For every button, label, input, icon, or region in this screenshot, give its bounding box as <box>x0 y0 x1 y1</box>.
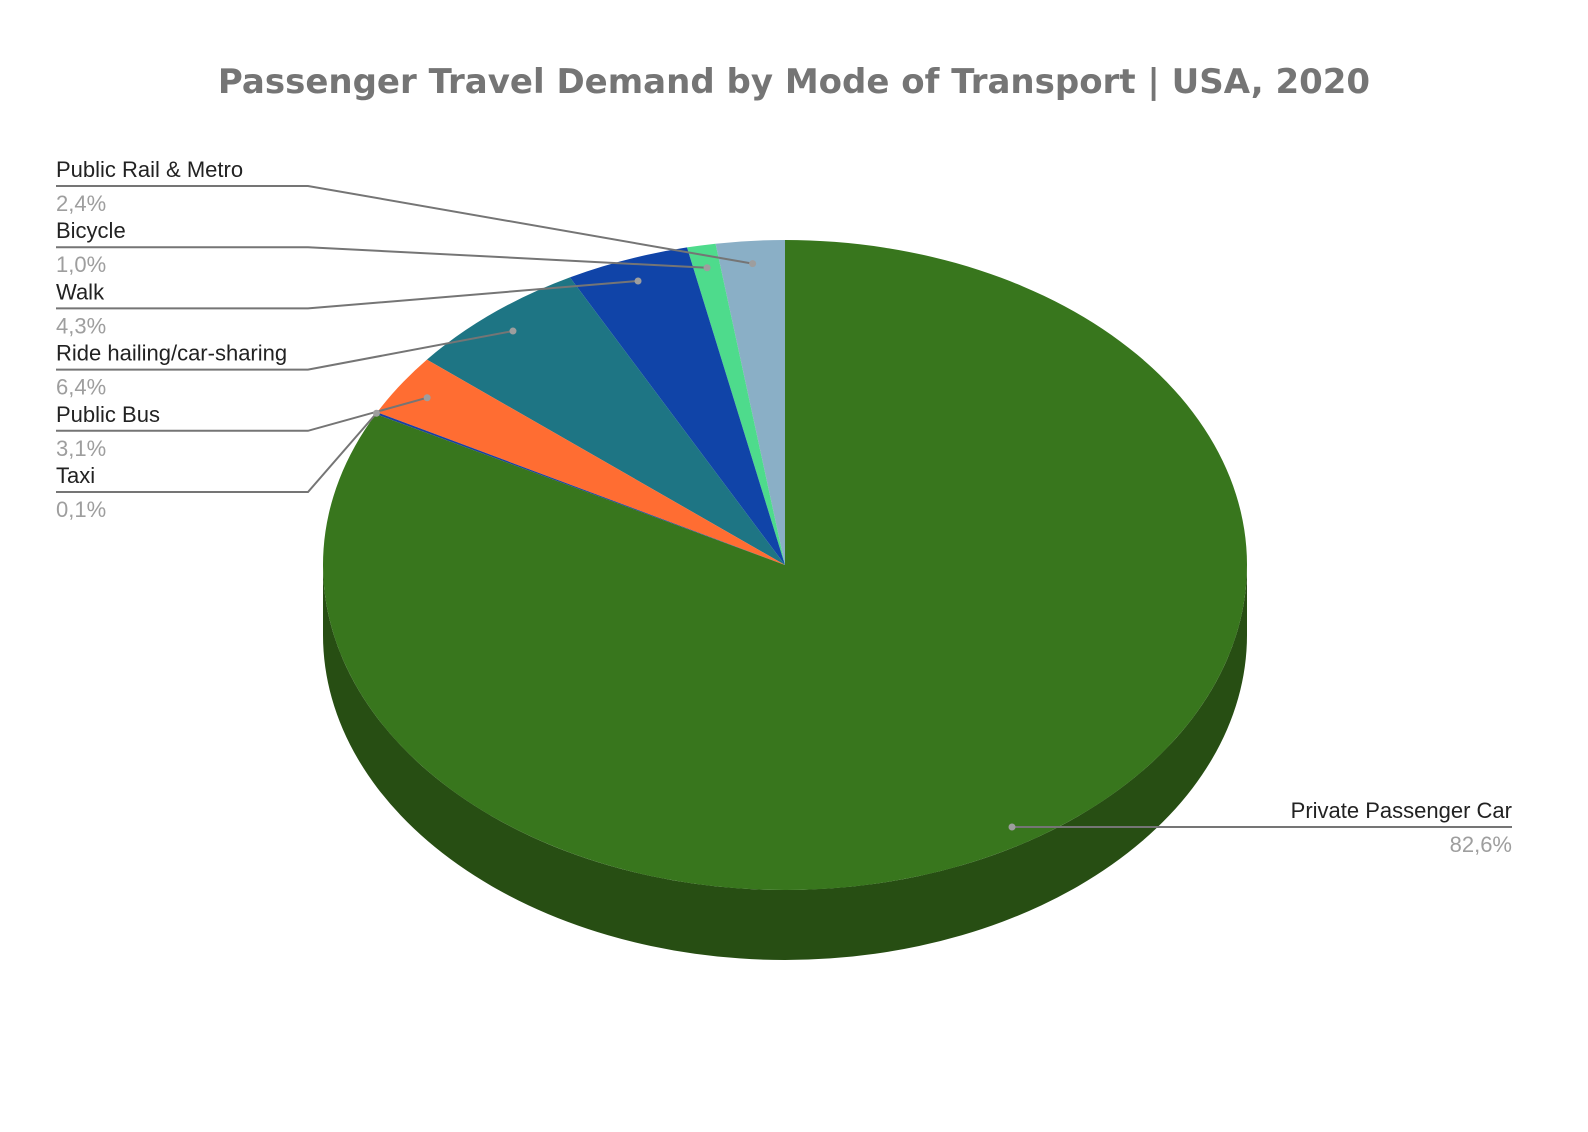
leader-line-walk <box>56 279 639 310</box>
slice-label-walk: Walk <box>56 279 105 304</box>
leader-line-taxi <box>56 412 378 493</box>
leader-line-bicycle <box>56 246 708 269</box>
pie-side-wall <box>323 565 1247 960</box>
pie-depth <box>323 565 1247 960</box>
slice-value-ride-hailing-car-sharing: 6,4% <box>56 375 106 400</box>
pie-slice-private-passenger-car <box>322 240 1248 891</box>
leader-dot-taxi <box>372 409 380 417</box>
slice-value-walk: 4,3% <box>56 313 106 338</box>
slice-value-public-rail-metro: 2,4% <box>56 191 106 216</box>
leader-dot-private-passenger-car <box>1008 823 1016 831</box>
slice-value-public-bus: 3,1% <box>56 436 106 461</box>
leader-dot-public-rail-metro <box>749 260 757 268</box>
pie-slices <box>322 240 1248 891</box>
chart-title: Passenger Travel Demand by Mode of Trans… <box>218 62 1370 102</box>
slice-label-public-rail-metro: Public Rail & Metro <box>56 157 243 182</box>
leader-dot-public-bus <box>423 394 431 402</box>
slice-value-bicycle: 1,0% <box>56 252 106 277</box>
slice-value-taxi: 0,1% <box>56 497 106 522</box>
leader-line-public-rail-metro <box>56 185 753 265</box>
leader-line-public-bus <box>56 396 428 432</box>
leader-dot-bicycle <box>703 264 711 272</box>
slice-label-ride-hailing-car-sharing: Ride hailing/car-sharing <box>56 341 287 366</box>
leader-dot-walk <box>634 277 642 285</box>
pie-slice-bicycle <box>686 243 785 565</box>
pie-slice-ride-hailing-car-sharing <box>426 277 785 565</box>
leader-line-ride-hailing-car-sharing <box>56 330 514 371</box>
slice-label-taxi: Taxi <box>56 463 95 488</box>
pie-slice-public-rail-metro <box>715 240 785 565</box>
pie-slice-taxi <box>375 412 785 565</box>
pie-labels: Public Rail & Metro 2,4%Bicycle 1,0%Walk 4,… <box>56 157 1512 857</box>
leader-dot-ride-hailing-car-sharing <box>509 327 517 335</box>
pie-slice-walk <box>569 247 785 566</box>
slice-label-bicycle: Bicycle <box>56 218 126 243</box>
slice-value-private-passenger-car: 82,6% <box>1450 832 1512 857</box>
slice-label-private-passenger-car: Private Passenger Car <box>1291 798 1512 823</box>
slice-label-public-bus: Public Bus <box>56 402 160 427</box>
pie-slice-public-bus <box>377 359 785 565</box>
